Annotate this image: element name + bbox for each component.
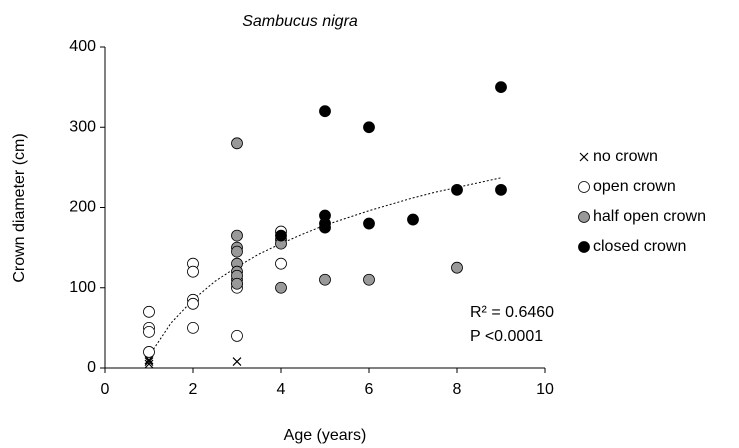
point [143, 325, 155, 338]
point [319, 105, 331, 118]
point [275, 281, 287, 294]
point [495, 183, 507, 196]
point [187, 265, 199, 278]
point [231, 329, 243, 342]
point [143, 305, 155, 318]
point [451, 183, 463, 196]
point [231, 229, 243, 242]
y-tick-label: 300 [69, 118, 96, 135]
y-axis-label: Crown diameter (cm) [11, 133, 28, 282]
legend-marker [578, 211, 590, 223]
point [495, 81, 507, 94]
point [144, 359, 154, 369]
annotation: P <0.0001 [470, 328, 543, 345]
point [231, 277, 243, 290]
chart-title: Sambucus nigra [242, 13, 358, 30]
point [143, 346, 155, 358]
point [319, 221, 331, 234]
point [275, 229, 287, 242]
point [451, 261, 463, 274]
point [144, 357, 154, 367]
point [319, 273, 331, 286]
legend-marker [579, 152, 589, 162]
x-tick-label: 4 [277, 381, 286, 398]
y-tick-label: 0 [87, 359, 96, 376]
y-tick-label: 400 [69, 38, 96, 55]
annotation: R² = 0.6460 [470, 304, 554, 321]
x-tick-label: 0 [101, 381, 110, 398]
legend-marker [578, 241, 590, 253]
point [144, 355, 154, 365]
y-tick-label: 200 [69, 199, 96, 216]
x-axis-label: Age (years) [284, 427, 367, 444]
point [363, 121, 375, 134]
point [231, 137, 243, 150]
point [363, 217, 375, 230]
point [363, 273, 375, 286]
point [231, 245, 243, 258]
trend-line [148, 177, 502, 357]
x-tick-label: 2 [189, 381, 198, 398]
legend-marker [578, 181, 590, 193]
legend-label: closed crown [593, 238, 686, 255]
legend-label: no crown [593, 148, 658, 165]
point [187, 297, 199, 310]
point [407, 213, 419, 226]
y-tick-label: 100 [69, 279, 96, 296]
point [187, 321, 199, 334]
x-tick-label: 10 [536, 381, 554, 398]
point [275, 257, 287, 270]
x-tick-label: 6 [365, 381, 374, 398]
point [232, 357, 242, 367]
legend-label: open crown [593, 178, 676, 195]
legend-label: half open crown [593, 208, 706, 225]
x-tick-label: 8 [453, 381, 462, 398]
